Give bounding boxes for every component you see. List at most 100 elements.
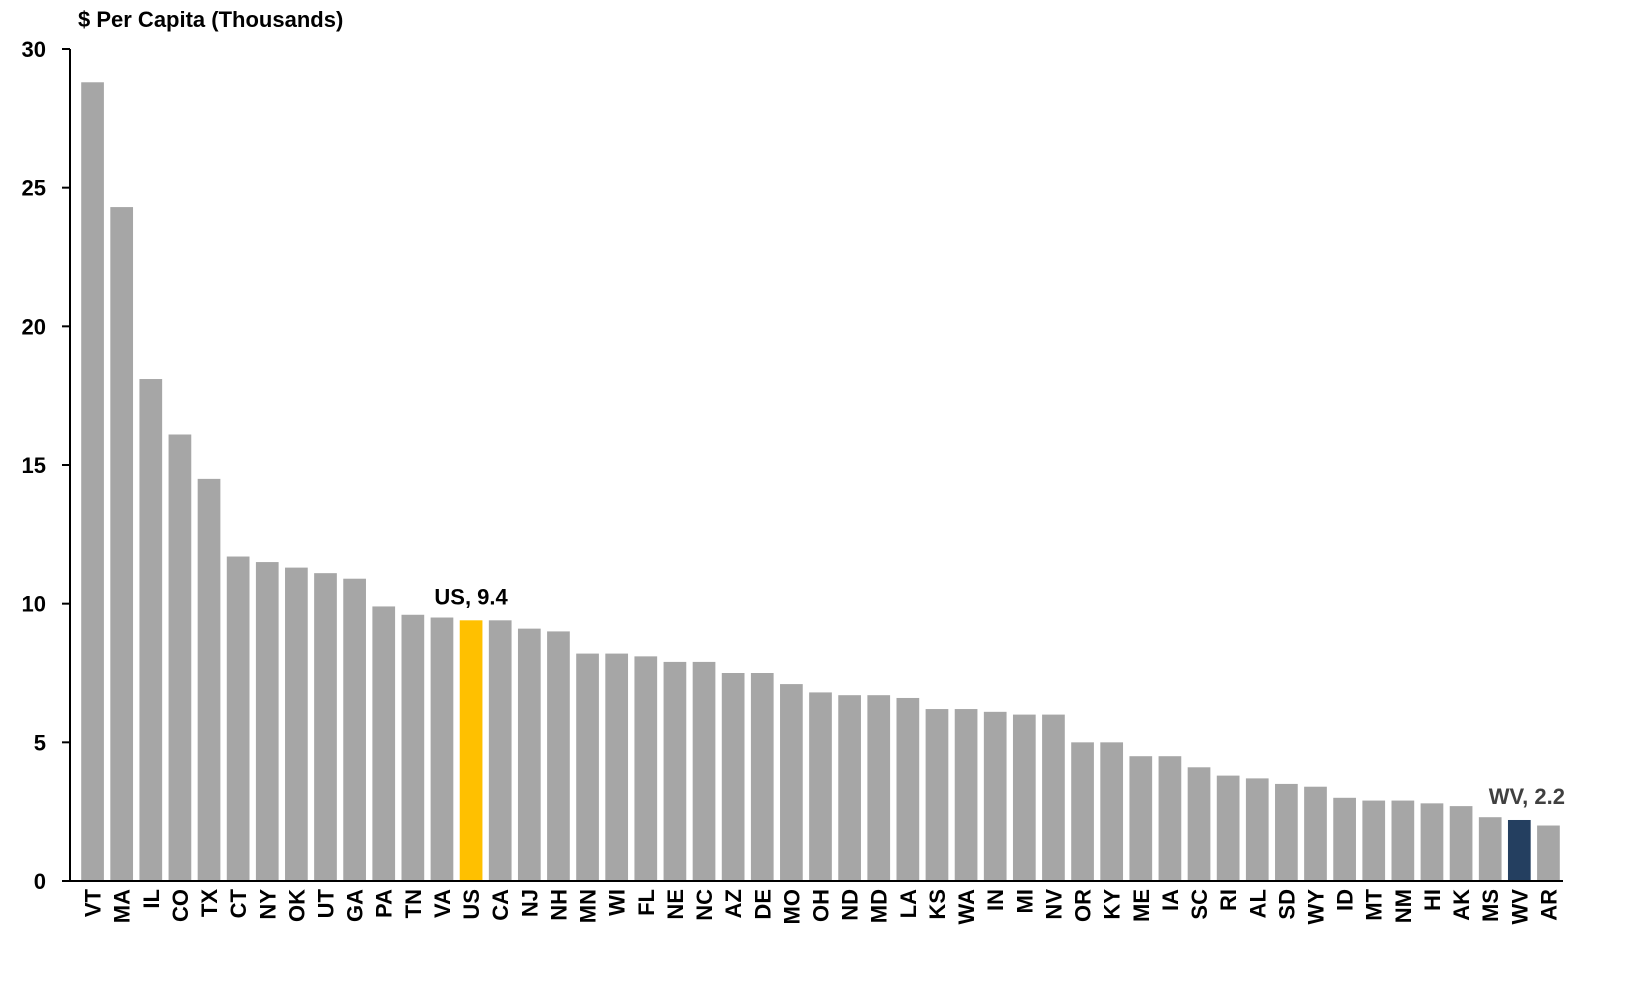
annotation-wv: WV, 2.2: [1489, 784, 1565, 809]
y-axis-title: $ Per Capita (Thousands): [78, 7, 343, 32]
bar-nd: [838, 695, 861, 881]
x-tick-label-az: AZ: [721, 889, 746, 918]
x-tick-label-ne: NE: [663, 889, 688, 920]
x-tick-label-vt: VT: [81, 888, 106, 917]
x-tick-label-la: LA: [896, 889, 921, 918]
x-tick-label-sd: SD: [1274, 889, 1299, 920]
x-tick-label-sc: SC: [1187, 889, 1212, 920]
category-labels: VT MA IL CO TX CT NY OK UT GA PA TN VA US CA NJ NH MN WI FL…: [81, 888, 1562, 924]
y-tick-label: 10: [22, 592, 46, 617]
bar-id: [1333, 797, 1356, 881]
x-tick-label-ks: KS: [925, 889, 950, 920]
x-tick-label-il: IL: [139, 889, 164, 909]
x-tick-label-or: OR: [1071, 889, 1096, 922]
bar-sd: [1275, 783, 1298, 881]
x-tick-label-ky: KY: [1100, 889, 1125, 920]
bar-mo: [780, 684, 803, 881]
bar-la: [896, 697, 920, 881]
y-tick-label: 5: [34, 730, 46, 755]
bar-sc: [1187, 767, 1211, 881]
bar-ne: [663, 661, 687, 881]
bar-in: [983, 711, 1007, 881]
x-tick-label-oh: OH: [809, 889, 834, 922]
x-tick-label-ms: MS: [1478, 889, 1503, 922]
bar-tn: [401, 614, 425, 881]
bar-mi: [1012, 714, 1036, 881]
x-tick-label-de: DE: [750, 889, 775, 920]
bar-ar: [1537, 825, 1560, 881]
bar-ok: [285, 567, 308, 881]
x-tick-label-pa: PA: [372, 889, 397, 918]
bar-nh: [547, 631, 570, 881]
bar-az: [721, 673, 745, 881]
bar-ga: [343, 578, 366, 881]
x-tick-label-ar: AR: [1536, 889, 1561, 921]
bar-ca: [488, 620, 512, 881]
bar-tx: [197, 478, 221, 881]
y-axis-ticks: 0 5 10 15 20 25 30: [22, 37, 70, 894]
x-tick-label-md: MD: [867, 889, 892, 923]
bar-hi: [1420, 803, 1444, 881]
bar-ks: [925, 709, 949, 881]
x-tick-label-co: CO: [168, 889, 193, 922]
bar-ny: [255, 562, 279, 881]
x-tick-label-mo: MO: [779, 889, 804, 924]
x-tick-label-me: ME: [1129, 889, 1154, 922]
bar-il: [139, 379, 163, 881]
bar-wv: [1507, 819, 1531, 881]
bar-wi: [605, 653, 629, 881]
x-tick-label-hi: HI: [1420, 889, 1445, 911]
x-tick-label-us: US: [459, 889, 484, 920]
bars: [81, 82, 1560, 881]
x-tick-label-ct: CT: [226, 888, 251, 918]
bar-ia: [1158, 756, 1182, 881]
x-tick-label-ak: AK: [1449, 889, 1474, 921]
x-tick-label-wa: WA: [954, 889, 979, 925]
x-tick-label-va: VA: [430, 889, 455, 918]
x-tick-label-nv: NV: [1041, 889, 1066, 920]
y-tick-label: 25: [22, 176, 46, 201]
x-tick-label-tn: TN: [401, 889, 426, 918]
x-tick-label-ia: IA: [1158, 889, 1183, 911]
bar-oh: [809, 692, 832, 881]
bar-nm: [1391, 800, 1415, 881]
bar-fl: [634, 656, 658, 881]
bar-pa: [372, 606, 396, 881]
x-tick-label-nj: NJ: [517, 889, 542, 917]
x-tick-label-tx: TX: [197, 889, 222, 917]
bar-al: [1245, 778, 1269, 881]
bar-wy: [1304, 786, 1327, 881]
x-tick-label-nd: ND: [838, 889, 863, 921]
bar-mn: [576, 653, 599, 881]
x-tick-label-nh: NH: [546, 889, 571, 921]
bar-wa: [954, 709, 978, 881]
bar-ak: [1449, 806, 1473, 881]
x-tick-label-nm: NM: [1391, 889, 1416, 923]
bar-nc: [692, 661, 716, 881]
bar-ri: [1216, 775, 1240, 881]
bar-ky: [1100, 742, 1124, 881]
bar-ms: [1478, 817, 1502, 881]
bar-va: [430, 617, 454, 881]
x-tick-label-al: AL: [1245, 889, 1270, 918]
x-tick-label-nc: NC: [692, 889, 717, 921]
x-tick-label-mi: MI: [1012, 889, 1037, 913]
y-tick-label: 0: [34, 869, 46, 894]
x-tick-label-wy: WY: [1304, 889, 1329, 925]
x-tick-label-ok: OK: [284, 889, 309, 922]
x-tick-label-ny: NY: [255, 889, 280, 920]
data-annotations: US, 9.4 WV, 2.2: [434, 584, 1565, 809]
x-tick-label-in: IN: [983, 889, 1008, 911]
x-tick-label-ma: MA: [110, 889, 135, 923]
y-tick-label: 20: [22, 314, 46, 339]
bar-co: [168, 434, 192, 881]
x-tick-label-ca: CA: [488, 889, 513, 921]
annotation-us: US, 9.4: [434, 584, 508, 609]
bar-nv: [1042, 714, 1065, 881]
x-tick-label-fl: FL: [634, 889, 659, 916]
x-tick-label-ri: RI: [1216, 889, 1241, 911]
x-tick-label-id: ID: [1333, 889, 1358, 911]
bar-ma: [110, 207, 134, 881]
bar-nj: [517, 628, 541, 881]
